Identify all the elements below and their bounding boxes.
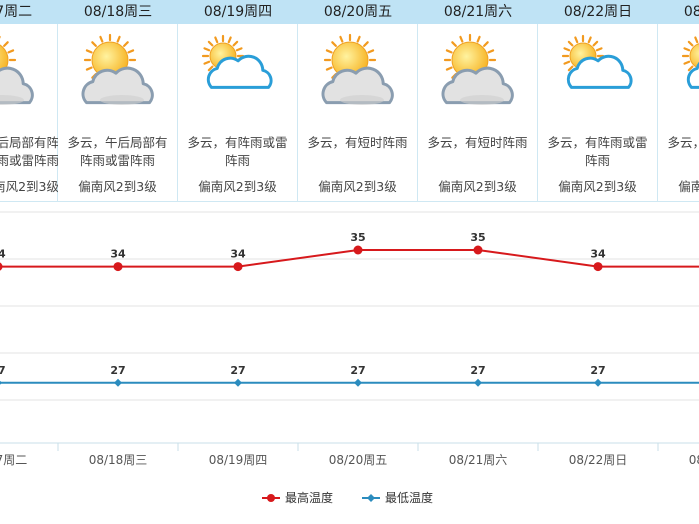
data-label: 35 [470, 231, 485, 244]
forecast-date: 08/17周二 [0, 0, 58, 24]
data-point[interactable] [114, 378, 122, 387]
sun-cloud-icon [81, 33, 154, 105]
data-point[interactable] [593, 262, 603, 272]
data-point[interactable] [0, 262, 3, 271]
forecast-body: 多云，有短时阵雨 偏南风2到3级 [418, 24, 538, 202]
x-tick-label: 08/19周四 [209, 453, 268, 467]
data-point[interactable] [353, 245, 363, 255]
forecast-body: 多云，有短时阵雨 偏南风2到3级 [298, 24, 418, 202]
forecast-wind: 偏南风2到3级 [0, 179, 59, 194]
data-label: 27 [470, 364, 485, 377]
forecast-wind: 偏南风2到3级 [558, 179, 637, 194]
data-label: 34 [230, 248, 246, 261]
legend-marker [367, 494, 375, 502]
data-point[interactable] [234, 378, 242, 387]
data-label: 27 [350, 364, 365, 377]
forecast-date: 08/23周一 [658, 0, 699, 24]
forecast-date: 08/20周五 [298, 0, 418, 24]
legend-item[interactable]: 最高温度 [262, 490, 333, 505]
data-label: 34 [0, 248, 6, 261]
forecast-wind: 偏南风2到3级 [78, 179, 157, 194]
forecast-description: 多云，有短时阵雨 [307, 135, 408, 150]
forecast-body: 多云，有阵雨或雷阵雨偏南风2到3级 [538, 24, 658, 202]
x-tick-label: 08/23周一 [689, 453, 699, 467]
legend-marker [267, 494, 275, 502]
forecast-day: 08/19周四多云，有阵雨或雷阵雨偏南风2到3级 [178, 0, 298, 202]
data-point[interactable] [474, 378, 482, 387]
forecast-description: 多云，有阵雨或雷阵雨 [187, 135, 288, 168]
legend-label: 最低温度 [385, 490, 433, 505]
forecast-date: 08/21周六 [418, 0, 538, 24]
data-point[interactable] [233, 262, 243, 272]
series-lines: 3434343535343427272727272727 [0, 231, 699, 387]
data-point[interactable] [113, 262, 123, 272]
x-tick-label: 08/20周五 [329, 453, 388, 467]
forecast-date: 08/19周四 [178, 0, 298, 24]
forecast-day: 08/21周六 多云，有短时阵雨 偏南风2到3级 [418, 0, 538, 202]
data-point[interactable] [0, 379, 2, 387]
cloud-sun-blue-icon [681, 36, 699, 89]
x-tick-label: 08/18周三 [89, 453, 148, 467]
data-point[interactable] [594, 378, 602, 387]
cloud-sun-blue-icon [201, 34, 273, 89]
forecast-date: 08/22周日 [538, 0, 658, 24]
forecast-description: 多云，午后局部有阵雨或雷阵雨 [67, 135, 168, 168]
data-label: 34 [590, 248, 606, 261]
x-tick-label: 08/22周日 [569, 453, 628, 467]
sun-cloud-icon [321, 33, 394, 105]
legend-label: 最高温度 [285, 490, 333, 505]
legend-item[interactable]: 最低温度 [362, 490, 433, 505]
forecast-description: 多云，有阵雨或雷阵雨 [667, 135, 699, 150]
forecast-body: 多云，午后局部有阵雨或雷阵雨偏南风2到3级 [58, 24, 178, 202]
data-point[interactable] [473, 245, 483, 255]
data-label: 35 [350, 231, 365, 244]
sun-cloud-icon [441, 33, 514, 105]
chart-grid [0, 211, 699, 401]
forecast-wind: 偏南风2到3级 [198, 179, 277, 194]
forecast-date: 08/18周三 [58, 0, 178, 24]
forecast-description: 多云，有短时阵雨 [427, 135, 528, 150]
data-label: 27 [230, 364, 245, 377]
temperature-chart: 08/17周二 08/18周三 08/19周四 08/20周五 08/21周六 08/22… [0, 211, 699, 505]
sun-cloud-icon [0, 35, 34, 105]
forecast-body: 多云，有阵雨或雷阵雨偏南风2到3级 [178, 24, 298, 202]
forecast-wind: 偏南风2到3级 [318, 179, 397, 194]
forecast-wind: 偏南风2到3级 [678, 179, 699, 194]
data-label: 27 [0, 364, 6, 377]
forecast-wind: 偏南风2到3级 [438, 179, 517, 194]
data-label: 27 [590, 364, 605, 377]
forecast-strip: 08/17周二多云，午后局部有阵雨或雷阵雨偏南风2到3级08/18周三多云，午后… [0, 0, 699, 202]
forecast-day: 08/22周日多云，有阵雨或雷阵雨偏南风2到3级 [538, 0, 658, 202]
x-tick-label: 08/21周六 [449, 453, 508, 467]
x-axis: 08/17周二 08/18周三 08/19周四 08/20周五 08/21周六 08/22… [0, 442, 699, 467]
data-point[interactable] [354, 378, 362, 387]
forecast-day: 08/18周三多云，午后局部有阵雨或雷阵雨偏南风2到3级 [58, 0, 178, 202]
chart-legend: 最高温度 最低温度 [262, 490, 433, 505]
data-label: 34 [110, 248, 126, 261]
cloud-sun-blue-icon [561, 34, 633, 89]
forecast-day: 08/20周五 多云，有短时阵雨 偏南风2到3级 [298, 0, 418, 202]
data-label: 27 [110, 364, 125, 377]
forecast-description: 多云，有阵雨或雷阵雨 [547, 135, 648, 168]
forecast-description: 多云，午后局部有阵雨或雷阵雨 [0, 135, 59, 168]
x-tick-label: 08/17周二 [0, 453, 27, 467]
